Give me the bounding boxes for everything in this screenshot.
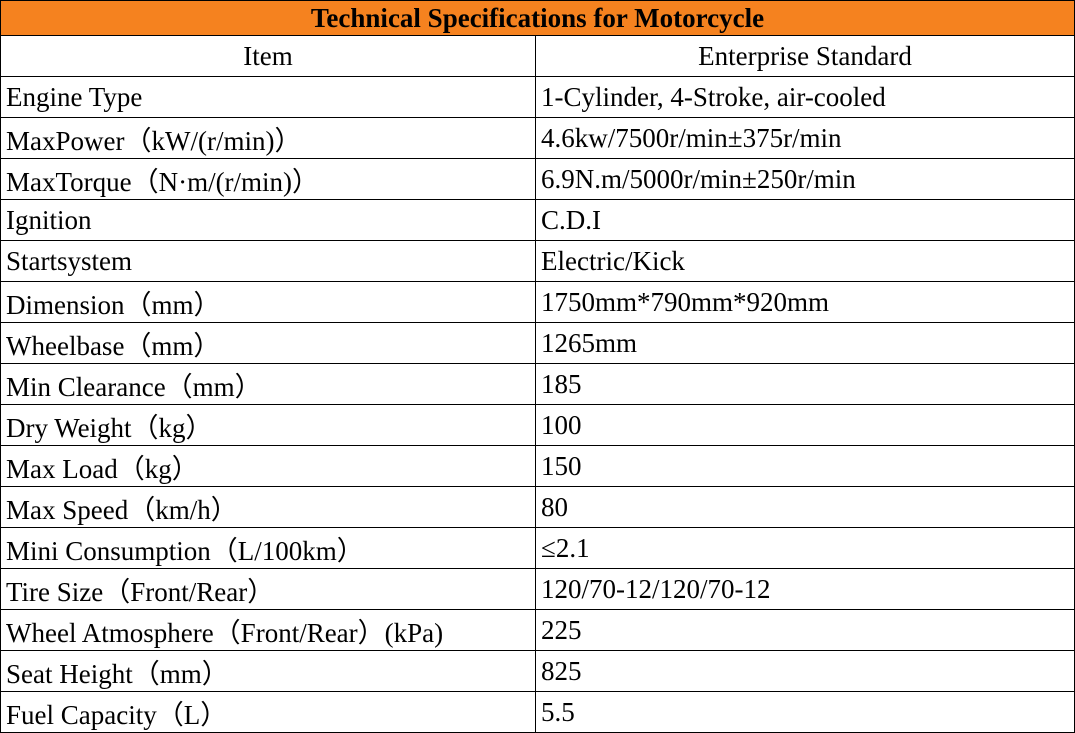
table-row: Engine Type 1-Cylinder, 4-Stroke, air-coo… — [1, 77, 1074, 118]
table-row: Max Speed（km/h） 80 — [1, 487, 1074, 528]
header-row: Item Enterprise Standard — [1, 36, 1074, 77]
value-cell: 150 — [541, 450, 582, 481]
item-cell: Startsystem — [1, 241, 536, 281]
value-cell: 80 — [541, 491, 568, 522]
item-cell: Dry Weight（kg） — [1, 405, 536, 445]
item-cell: Ignition — [1, 200, 536, 240]
item-cell: MaxTorque（N·m/(r/min)） — [1, 159, 536, 199]
value-cell: 5.5 — [541, 696, 575, 727]
item-cell: Max Speed（km/h） — [1, 487, 536, 527]
table-row: Tire Size（Front/Rear） 120/70-12/120/70-12 — [1, 569, 1074, 610]
item-cell: Max Load（kg） — [1, 446, 536, 486]
table-row: MaxTorque（N·m/(r/min)） 6.9N.m/5000r/min±2… — [1, 159, 1074, 200]
table-row: Fuel Capacity（L） 5.5 — [1, 692, 1074, 733]
value-cell: 1265mm — [541, 327, 638, 358]
table-row: Dimension（mm） 1750mm*790mm*920mm — [1, 282, 1074, 323]
table-row: Min Clearance（mm） 185 — [1, 364, 1074, 405]
value-cell: 185 — [541, 368, 582, 399]
item-cell: Tire Size（Front/Rear） — [1, 569, 536, 609]
item-cell: Mini Consumption（L/100km） — [1, 528, 536, 568]
table-row: Wheelbase（mm） 1265mm — [1, 323, 1074, 364]
value-cell: Electric/Kick — [541, 245, 685, 276]
table-row: Seat Height（mm） 825 — [1, 651, 1074, 692]
item-cell: Engine Type — [1, 77, 536, 117]
table-row: Dry Weight（kg） 100 — [1, 405, 1074, 446]
table-row: Startsystem Electric/Kick — [1, 241, 1074, 282]
item-cell: Fuel Capacity（L） — [1, 692, 536, 732]
table-row: MaxPower（kW/(r/min)） 4.6kw/7500r/min±375r… — [1, 118, 1074, 159]
value-cell: 120/70-12/120/70-12 — [541, 573, 771, 604]
value-cell: 825 — [541, 655, 582, 686]
value-cell: C.D.I — [541, 204, 601, 235]
header-cell: Item — [1, 36, 536, 76]
value-cell: 6.9N.m/5000r/min±250r/min — [541, 163, 856, 194]
value-cell: 225 — [541, 614, 582, 645]
table-row: Max Load（kg） 150 — [1, 446, 1074, 487]
value-cell: 100 — [541, 409, 582, 440]
item-cell: Seat Height（mm） — [1, 651, 536, 691]
header-cell: Enterprise Standard — [698, 40, 912, 71]
table-row: Ignition C.D.I — [1, 200, 1074, 241]
value-cell: ≤2.1 — [541, 532, 590, 563]
item-cell: Min Clearance（mm） — [1, 364, 536, 404]
value-cell: 4.6kw/7500r/min±375r/min — [541, 122, 842, 153]
value-cell: 1750mm*790mm*920mm — [541, 286, 830, 317]
item-cell: MaxPower（kW/(r/min)） — [1, 118, 536, 158]
value-cell: 1-Cylinder, 4-Stroke, air-cooled — [541, 81, 886, 112]
item-cell: Wheelbase（mm） — [1, 323, 536, 363]
table-title: Technical Specifications for Motorcycle — [1, 0, 1074, 36]
item-cell: Wheel Atmosphere（Front/Rear）(kPa) — [1, 610, 536, 650]
table-row: Wheel Atmosphere（Front/Rear）(kPa) 225 — [1, 610, 1074, 651]
table-row: Mini Consumption（L/100km） ≤2.1 — [1, 528, 1074, 569]
item-cell: Dimension（mm） — [1, 282, 536, 322]
